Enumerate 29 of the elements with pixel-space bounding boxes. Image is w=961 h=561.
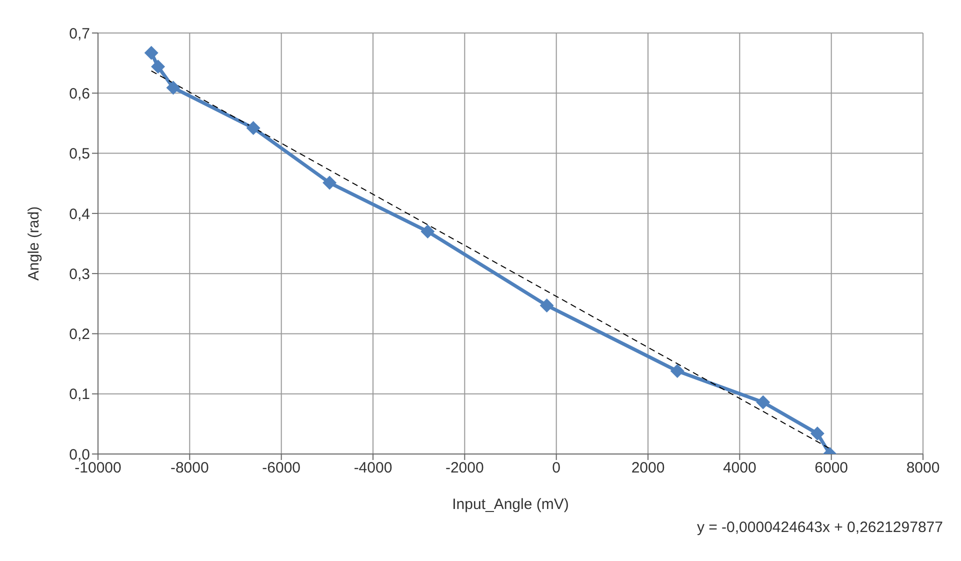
x-tick-label: 4000 bbox=[722, 460, 756, 477]
y-tick-label: 0,7 bbox=[69, 25, 90, 42]
point bbox=[420, 224, 435, 238]
y-axis-title: Angle (rad) bbox=[25, 206, 42, 281]
x-tick-label: 0 bbox=[552, 460, 561, 477]
point bbox=[756, 395, 770, 410]
x-tick-label: -8000 bbox=[170, 460, 209, 477]
y-tick-label: 0,6 bbox=[69, 85, 90, 102]
y-tick-label: 0,2 bbox=[69, 326, 90, 344]
x-tick-label: 6000 bbox=[814, 460, 848, 477]
y-tick-label: 0,1 bbox=[69, 386, 90, 404]
y-tick-label: 0,4 bbox=[69, 206, 90, 223]
x-axis-title: Input_Angle (mV) bbox=[452, 496, 569, 513]
x-tick-label: 2000 bbox=[631, 460, 665, 477]
y-tick-label: 0,3 bbox=[69, 266, 90, 283]
y-tick-label: 0,5 bbox=[69, 146, 90, 163]
point bbox=[166, 80, 180, 95]
point bbox=[810, 426, 824, 441]
x-tick-label: -6000 bbox=[262, 460, 301, 477]
text: y = -0,0000424643x + 0,2621297877 bbox=[696, 519, 943, 536]
point bbox=[670, 364, 684, 378]
x-tick-label: 8000 bbox=[906, 460, 940, 477]
point bbox=[322, 176, 337, 190]
point bbox=[151, 60, 166, 74]
point bbox=[144, 46, 158, 60]
point bbox=[246, 121, 260, 136]
point bbox=[540, 298, 554, 312]
x-tick-label: -4000 bbox=[354, 460, 392, 477]
x-tick-label: -2000 bbox=[445, 460, 484, 477]
